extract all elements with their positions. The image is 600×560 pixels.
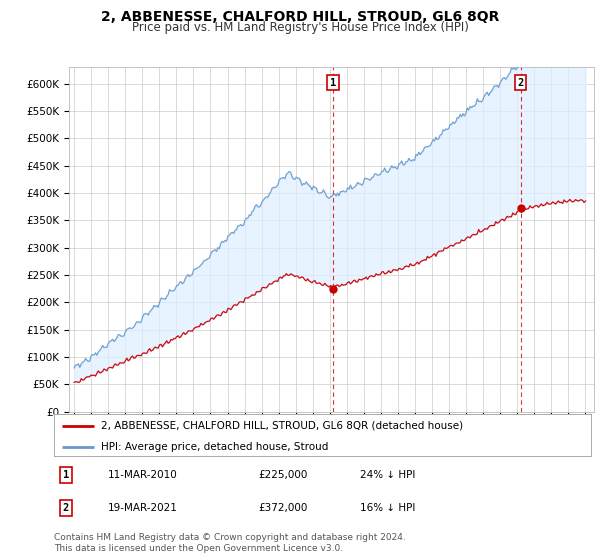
Text: £225,000: £225,000 [258,470,307,479]
Text: 1: 1 [330,78,337,88]
Text: HPI: Average price, detached house, Stroud: HPI: Average price, detached house, Stro… [101,442,329,452]
Text: Price paid vs. HM Land Registry's House Price Index (HPI): Price paid vs. HM Land Registry's House … [131,21,469,34]
Text: 1: 1 [62,470,69,479]
Text: Contains HM Land Registry data © Crown copyright and database right 2024.
This d: Contains HM Land Registry data © Crown c… [54,533,406,553]
Text: 19-MAR-2021: 19-MAR-2021 [108,503,178,513]
Text: 16% ↓ HPI: 16% ↓ HPI [360,503,415,513]
Text: 2, ABBENESSE, CHALFORD HILL, STROUD, GL6 8QR: 2, ABBENESSE, CHALFORD HILL, STROUD, GL6… [101,10,499,24]
Text: 2: 2 [518,78,524,88]
Text: £372,000: £372,000 [258,503,307,513]
Text: 2: 2 [62,503,69,513]
Text: 2, ABBENESSE, CHALFORD HILL, STROUD, GL6 8QR (detached house): 2, ABBENESSE, CHALFORD HILL, STROUD, GL6… [101,421,463,431]
Text: 24% ↓ HPI: 24% ↓ HPI [360,470,415,479]
Text: 11-MAR-2010: 11-MAR-2010 [108,470,178,479]
